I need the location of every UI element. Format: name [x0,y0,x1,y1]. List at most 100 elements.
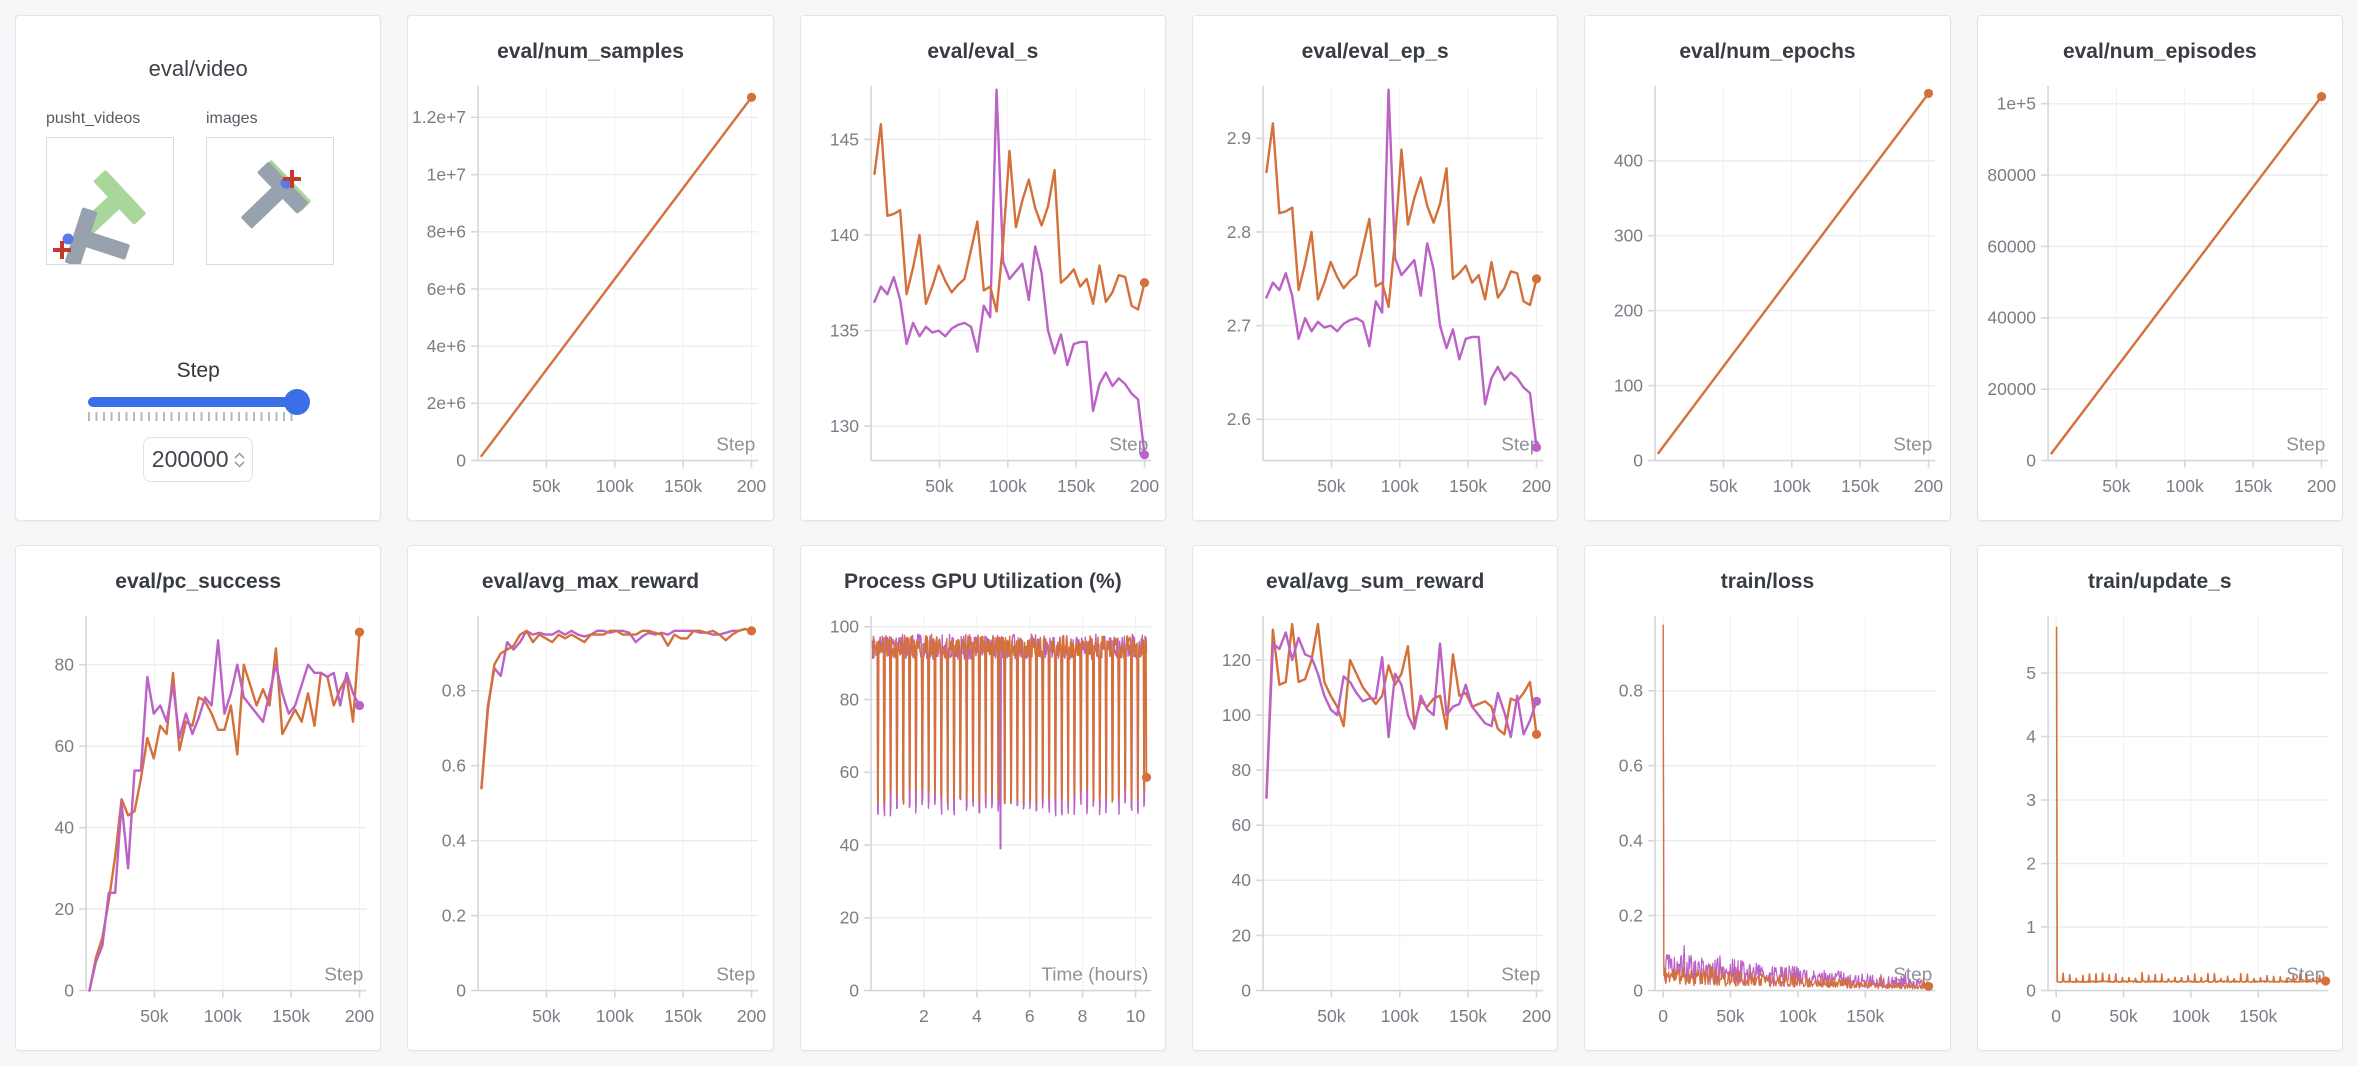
svg-text:50k: 50k [1317,476,1346,496]
goal-cross [283,170,301,188]
svg-text:120: 120 [1222,650,1252,670]
svg-text:6: 6 [1024,1006,1034,1026]
svg-text:2.8: 2.8 [1227,222,1251,242]
svg-text:300: 300 [1614,226,1644,246]
svg-text:100k: 100k [1381,476,1419,496]
svg-text:Step: Step [1501,965,1540,986]
svg-text:200: 200 [2307,476,2337,496]
panel-eval-eval-ep-s: eval/eval_ep_s 50k 100k 150k 200 2.6 2.7 2.8 2.… [1192,15,1559,521]
svg-text:60: 60 [55,736,75,756]
svg-text:150k: 150k [1847,1006,1885,1026]
svg-text:200: 200 [737,1006,767,1026]
svg-text:130: 130 [829,416,859,436]
svg-text:0.8: 0.8 [1619,681,1643,701]
svg-text:0: 0 [2026,451,2036,471]
line-chart[interactable]: 50k 100k 150k 200 2.6 2.7 2.8 2.9 Step [1193,72,1557,520]
slider-thumb[interactable] [284,389,311,415]
svg-text:1: 1 [2026,917,2036,937]
svg-text:40: 40 [1232,870,1252,890]
line-chart[interactable]: 50k 100k 150k 200 0 20000 40000 60000 80000 1e+5 S… [1978,72,2342,520]
chart-title: Process GPU Utilization (%) [843,570,1122,593]
svg-text:400: 400 [1614,151,1644,171]
svg-text:100k: 100k [1779,1006,1817,1026]
slider-track[interactable] [88,389,311,415]
svg-text:50k: 50k [1710,476,1739,496]
stepper-arrows[interactable] [233,451,245,468]
media-label: images [206,110,258,127]
svg-text:100k: 100k [2172,1006,2210,1026]
svg-text:100k: 100k [1773,476,1811,496]
panel-train-update-s: train/update_s 0 50k 100k 150k 0 1 2 3 4 5 Step [1976,545,2343,1051]
chart-title: eval/eval_s [927,40,1039,63]
chevron-up-icon[interactable] [233,451,245,459]
svg-text:50k: 50k [2109,1006,2138,1026]
svg-text:20000: 20000 [1987,379,2036,399]
chart-title: eval/avg_max_reward [481,570,700,593]
pusht-videos-thumbnail[interactable] [46,137,174,267]
chart-title: eval/num_episodes [2062,40,2257,63]
svg-text:2e+6: 2e+6 [427,393,466,413]
svg-text:100k: 100k [988,476,1026,496]
pusht-video-frame [53,170,146,267]
svg-text:0: 0 [2026,981,2036,1001]
svg-text:135: 135 [829,321,858,341]
step-slider[interactable] [88,389,311,421]
line-chart[interactable]: 50k 100k 150k 200 0 20 40 60 80 Step [16,602,380,1050]
svg-text:1e+7: 1e+7 [427,165,466,185]
svg-text:Step: Step [324,965,363,986]
svg-text:60000: 60000 [1987,236,2036,256]
svg-text:0: 0 [1634,981,1644,1001]
svg-text:4: 4 [2026,726,2036,746]
svg-text:3: 3 [2026,790,2036,810]
images-thumbnail[interactable] [206,137,334,265]
svg-text:0: 0 [457,451,467,471]
svg-text:150k: 150k [1841,476,1879,496]
line-chart[interactable]: 50k 100k 150k 200 0 0.2 0.4 0.6 0.8 Step [408,602,772,1050]
svg-text:80: 80 [1232,760,1252,780]
svg-text:6e+6: 6e+6 [427,279,466,299]
chevron-down-icon[interactable] [233,460,245,468]
svg-text:4: 4 [972,1006,982,1026]
svg-text:150k: 150k [1057,476,1095,496]
chart-title: eval/avg_sum_reward [1266,570,1485,593]
svg-text:8: 8 [1077,1006,1087,1026]
svg-text:40000: 40000 [1987,308,2036,328]
panel-eval-num-episodes: eval/num_episodes 50k 100k 150k 200 0 20000 40… [1976,15,2343,521]
chart-title: train/loss [1720,570,1815,593]
svg-text:0: 0 [64,981,74,1001]
svg-text:150k: 150k [664,476,702,496]
line-chart[interactable]: 50k 100k 150k 200 0 2e+6 4e+6 6e+6 8e+6 1e+7 1.2e+… [408,72,772,520]
svg-text:100k: 100k [204,1006,242,1026]
media-col-images: images [206,110,334,265]
svg-text:200: 200 [1522,476,1552,496]
line-chart[interactable]: 50k 100k 150k 200 130 135 140 145 Step [801,72,1165,520]
svg-text:0.6: 0.6 [1619,756,1643,776]
svg-text:Step: Step [2286,435,2325,456]
svg-text:200: 200 [1522,1006,1552,1026]
svg-text:20: 20 [1232,925,1252,945]
svg-text:50k: 50k [1317,1006,1346,1026]
svg-text:150k: 150k [2239,1006,2277,1026]
gray-tee-shape [241,162,308,229]
line-chart[interactable]: 50k 100k 150k 200 0 20 40 60 80 100 120 Step [1193,602,1557,1050]
svg-text:40: 40 [839,835,859,855]
svg-text:Step: Step [1501,435,1540,456]
svg-text:0: 0 [1241,981,1251,1001]
svg-text:Step: Step [717,435,756,456]
svg-text:100k: 100k [1381,1006,1419,1026]
svg-text:80: 80 [839,690,859,710]
svg-text:50k: 50k [925,476,954,496]
svg-text:0.6: 0.6 [442,756,466,776]
svg-text:50k: 50k [2102,476,2131,496]
svg-text:0.8: 0.8 [442,681,466,701]
svg-text:10: 10 [1125,1006,1145,1026]
panel-eval-avg-max-reward: eval/avg_max_reward 50k 100k 150k 200 0 0.2 0.… [407,545,774,1051]
svg-text:150k: 150k [1449,476,1487,496]
svg-text:0: 0 [849,981,859,1001]
line-chart[interactable]: 50k 100k 150k 200 0 100 200 300 400 Step [1585,72,1949,520]
svg-text:200: 200 [345,1006,375,1026]
step-value-input[interactable]: 200000 [143,437,254,482]
